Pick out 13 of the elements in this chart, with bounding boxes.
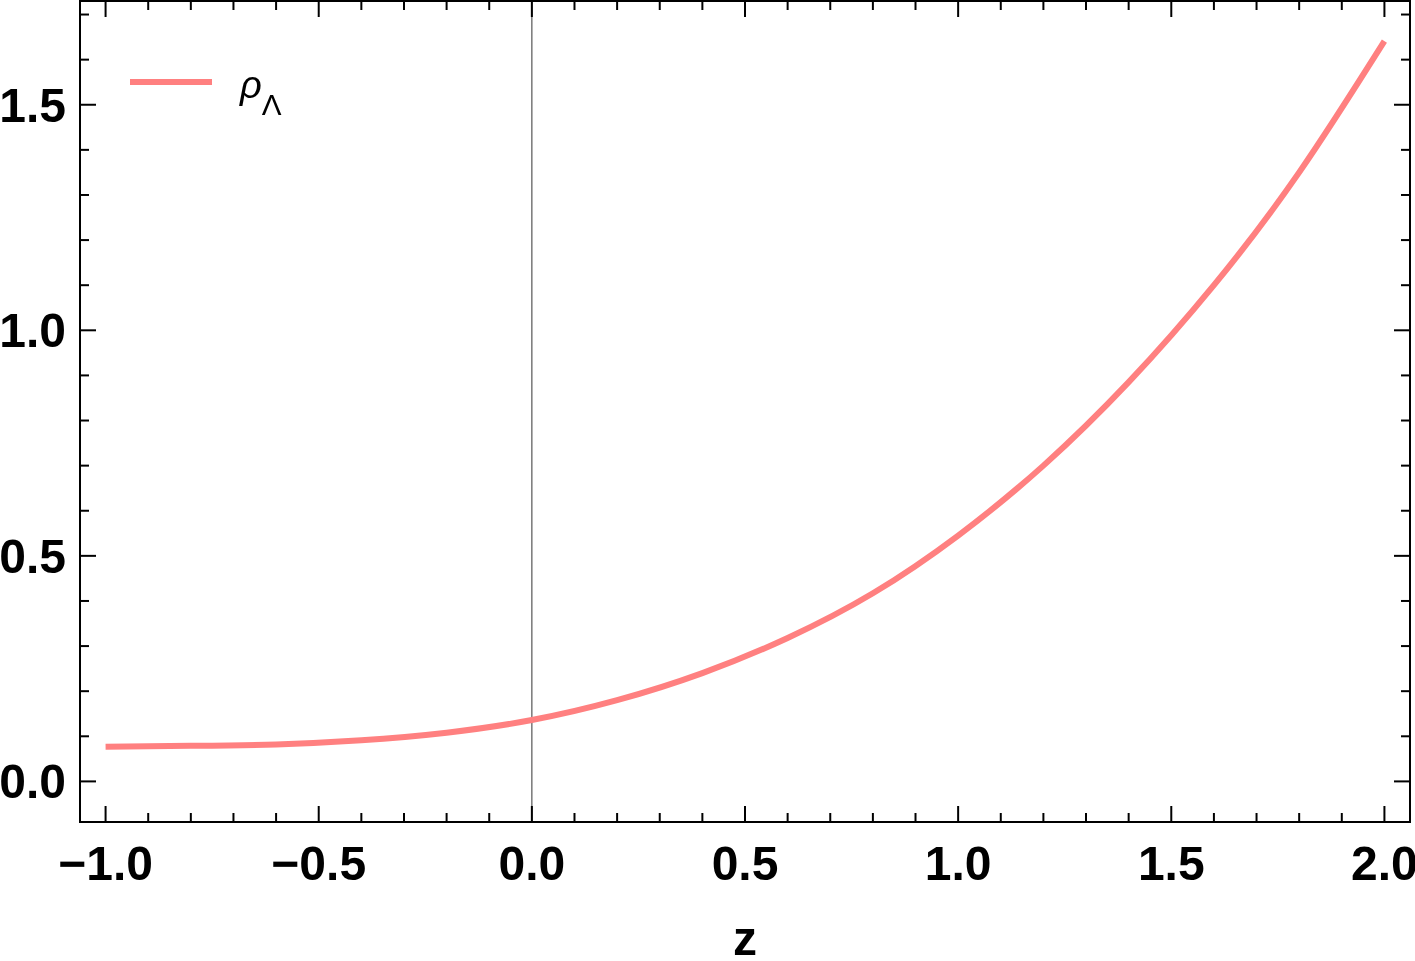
x-tick-label: 0.5 [711, 837, 779, 890]
legend-label: ρ$_{Λ}$ [239, 64, 282, 121]
x-tick-label: −0.5 [271, 837, 367, 890]
y-tick-label: 1.0 [0, 304, 66, 358]
x-tick-label: 0.0 [498, 837, 566, 890]
y-tick-label: 1.5 [0, 78, 66, 132]
y-tick-label: 0.5 [0, 529, 66, 583]
x-tick-label: 2.0 [1351, 837, 1415, 890]
x-tick-label: 1.5 [1137, 837, 1205, 890]
x-tick-label: 1.0 [924, 837, 992, 890]
x-axis-title: z [733, 912, 757, 961]
y-tick-label: 0.0 [0, 755, 66, 809]
x-tick-label: −1.0 [58, 837, 153, 890]
